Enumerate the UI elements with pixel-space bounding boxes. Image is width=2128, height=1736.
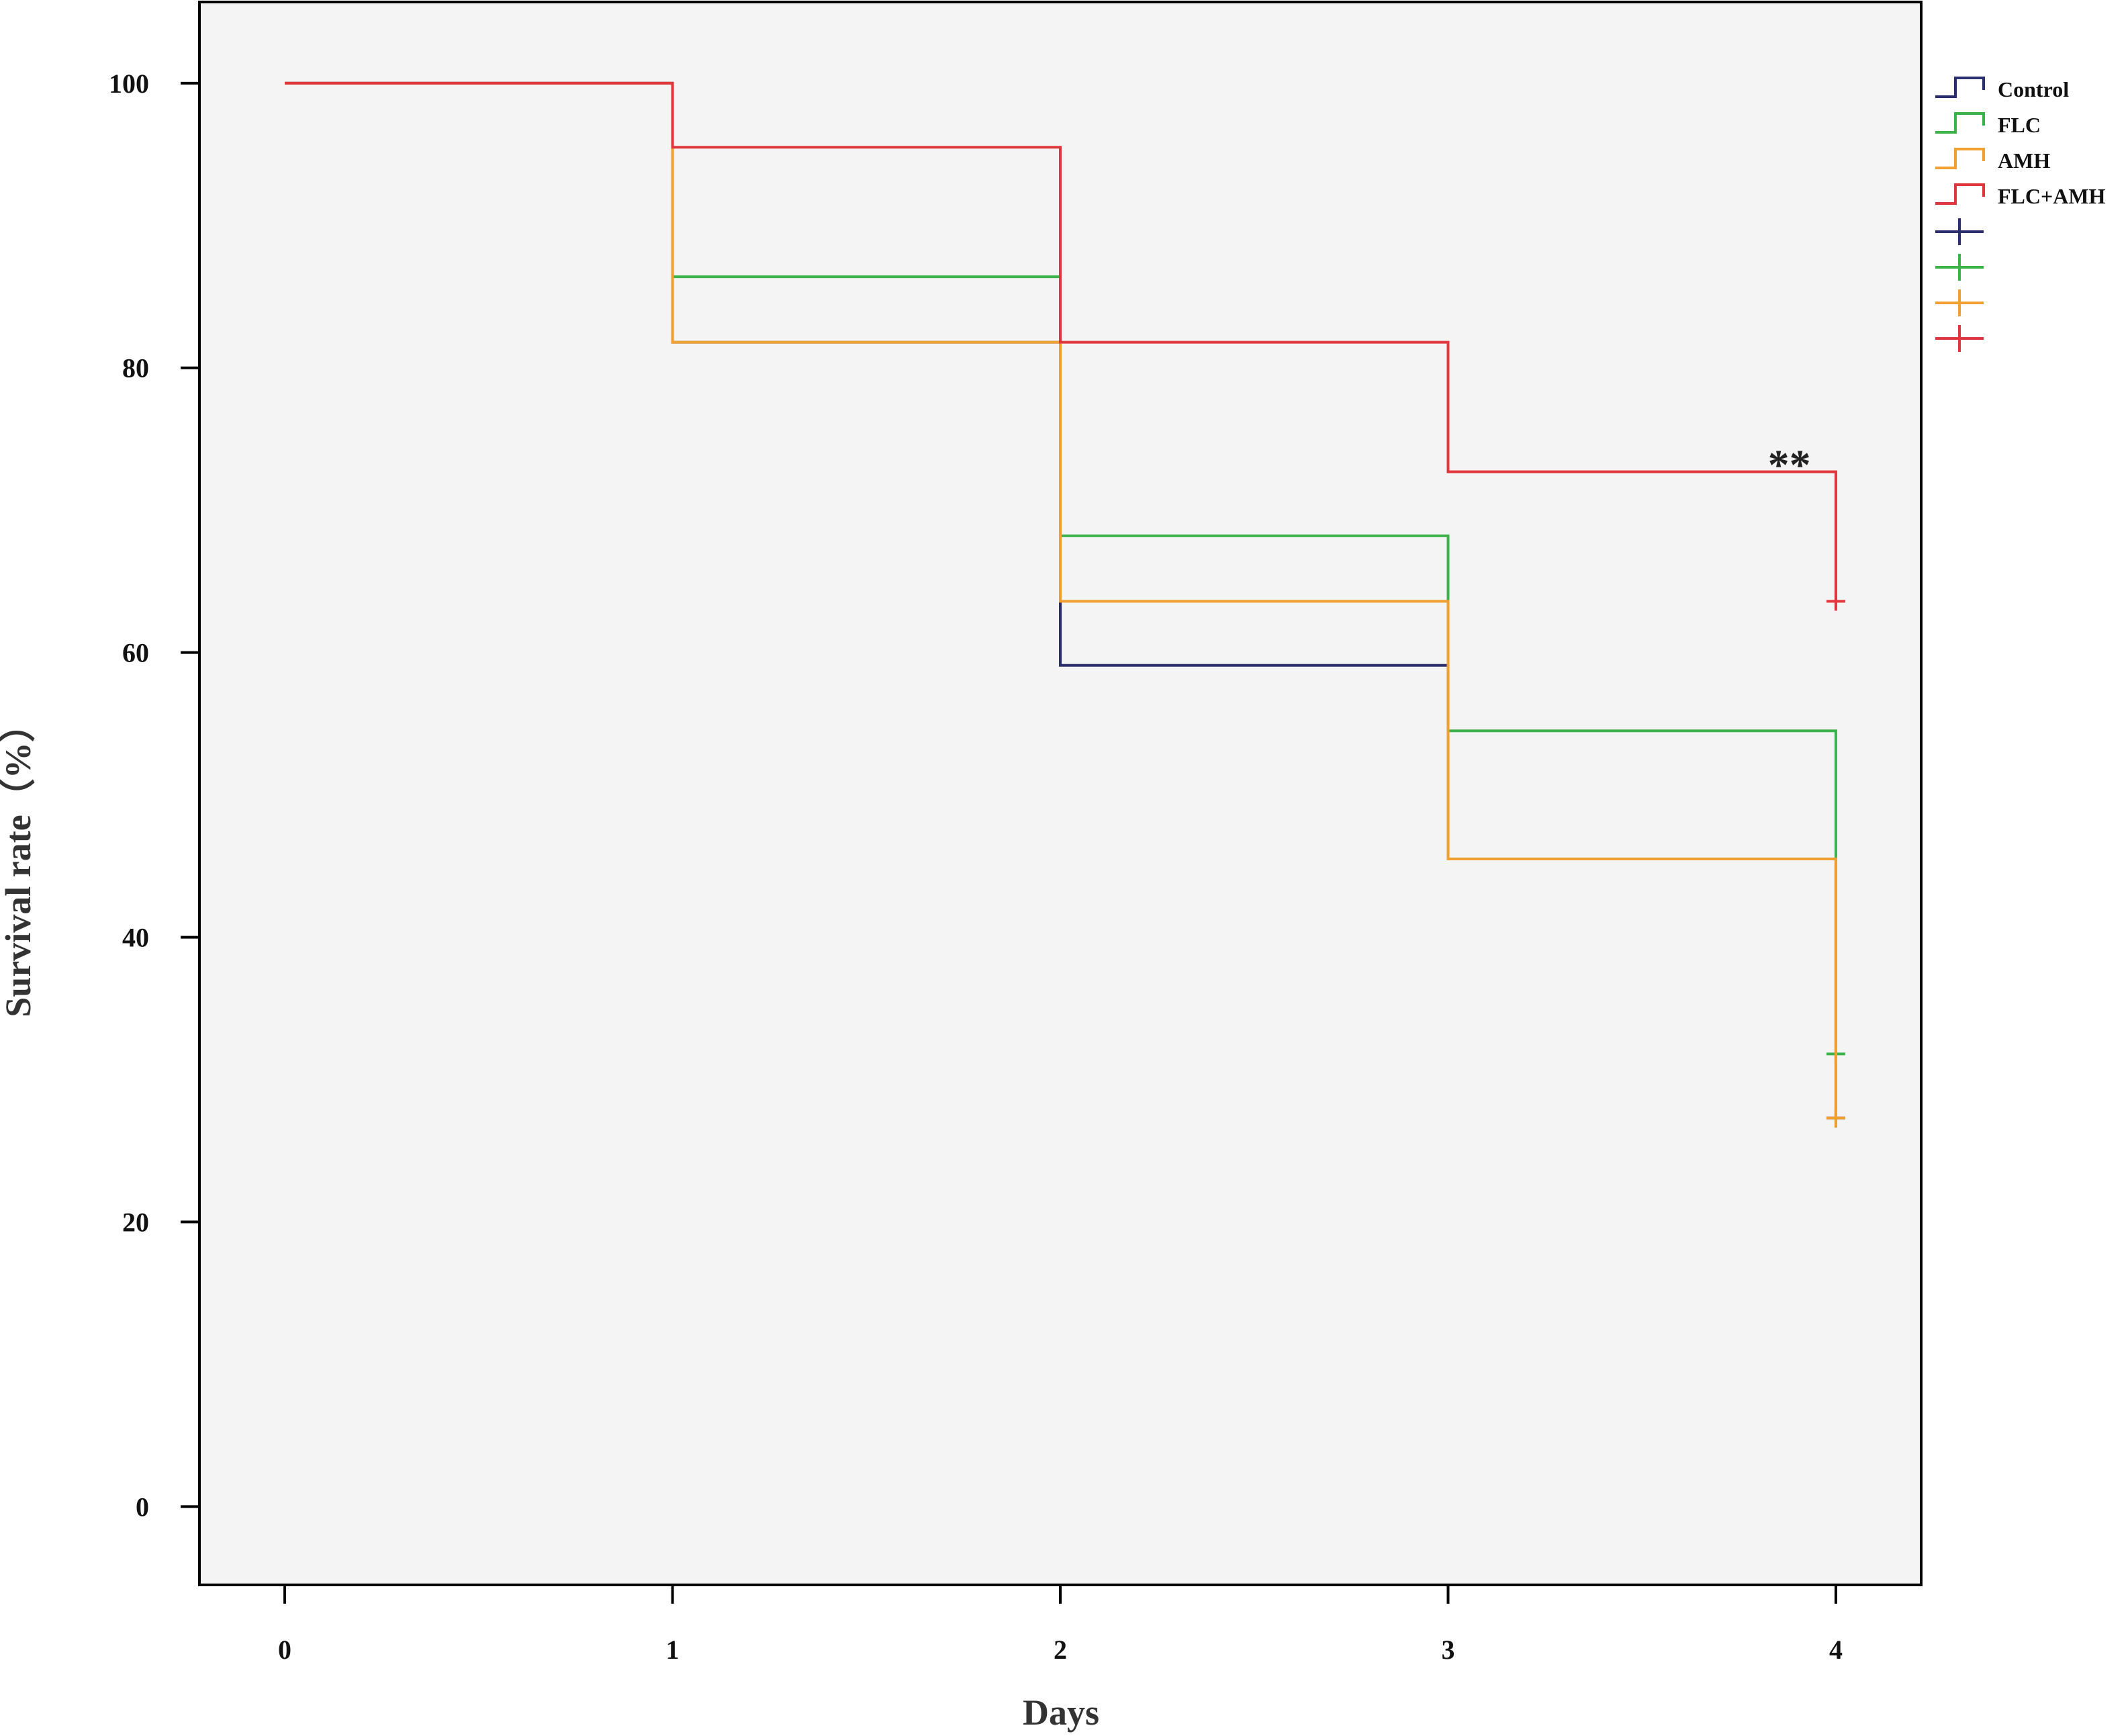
axes: 0 20 40 60 80 100 0 1 2 3 4 <box>109 68 1843 1665</box>
x-tick-label: 4 <box>1829 1635 1843 1665</box>
x-tick-label: 0 <box>278 1635 291 1665</box>
legend-step-icon <box>1935 148 1985 169</box>
series-lines <box>285 81 1845 1128</box>
legend-step-icon <box>1935 112 1985 134</box>
legend: Control FLC AMH FLC+AMH <box>1935 77 2106 352</box>
y-tick-label: 0 <box>136 1492 149 1522</box>
annotations: ** <box>1768 441 1811 489</box>
legend-label: AMH <box>1998 148 2050 173</box>
legend-step-icon <box>1935 183 1985 205</box>
legend-label: FLC+AMH <box>1998 184 2106 208</box>
y-tick-label: 40 <box>122 923 149 953</box>
series-line-amh <box>285 81 1837 1118</box>
y-tick-label: 60 <box>122 638 149 668</box>
significance-annotation: ** <box>1768 441 1811 489</box>
x-axis-title: Days <box>1023 1692 1099 1733</box>
legend-label: FLC <box>1998 113 2041 137</box>
y-tick-label: 80 <box>122 353 149 383</box>
x-tick-label: 3 <box>1441 1635 1454 1665</box>
y-axis-title: Survival rate（%） <box>0 706 38 1017</box>
series-line-flc-amh <box>285 81 1837 602</box>
y-tick-label: 100 <box>109 68 149 99</box>
legend-label: Control <box>1998 77 2069 101</box>
x-tick-label: 1 <box>666 1635 680 1665</box>
x-tick-label: 2 <box>1054 1635 1067 1665</box>
legend-step-icon <box>1935 77 1985 98</box>
y-tick-label: 20 <box>122 1207 149 1238</box>
